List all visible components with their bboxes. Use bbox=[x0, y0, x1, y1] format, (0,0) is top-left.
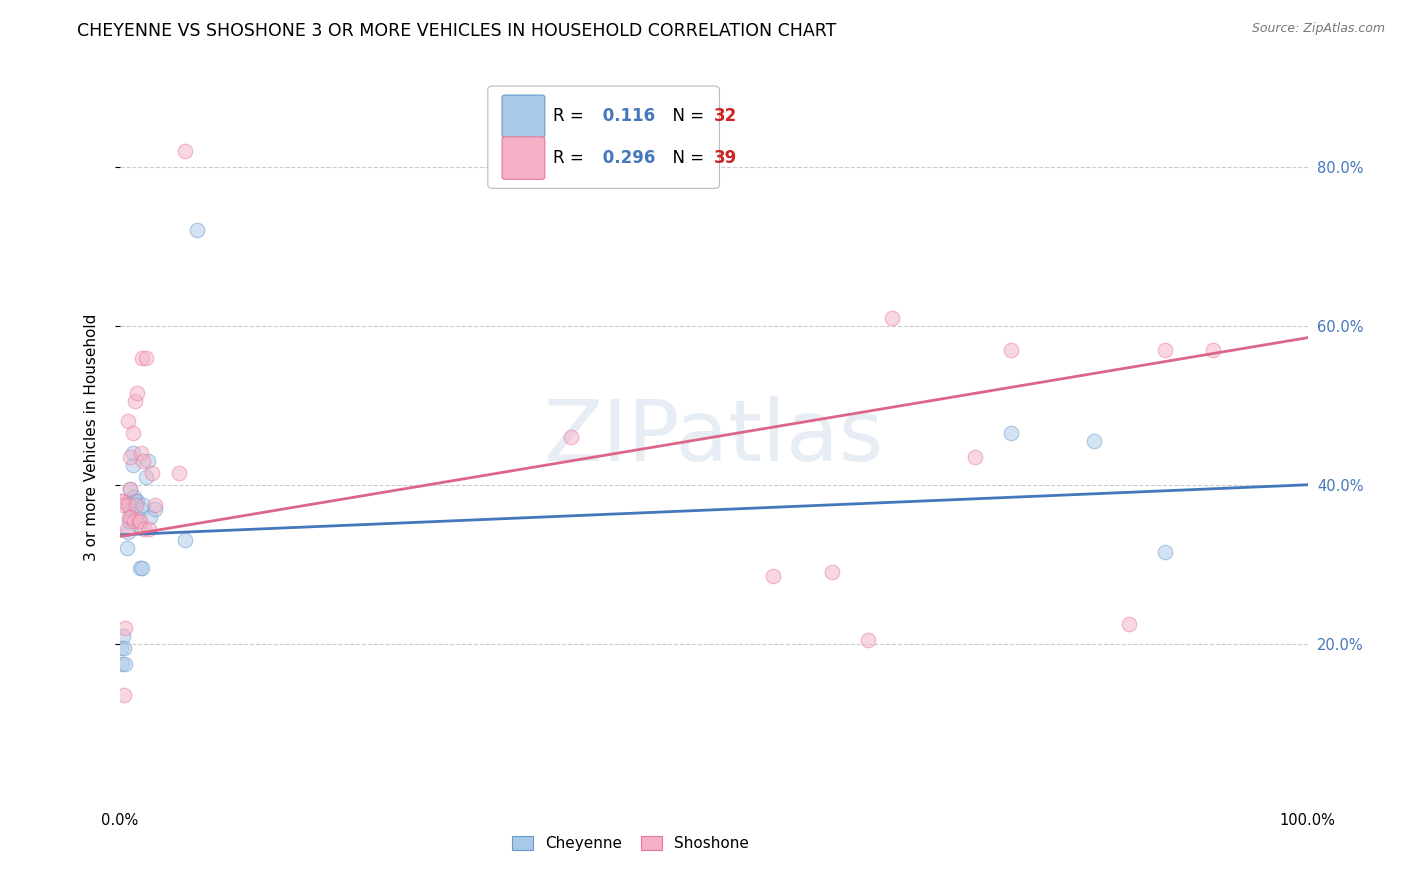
Point bbox=[143, 501, 166, 516]
Point bbox=[127, 493, 149, 508]
Point bbox=[856, 632, 879, 647]
Point bbox=[139, 509, 162, 524]
Point bbox=[111, 493, 134, 508]
Point bbox=[1154, 545, 1177, 559]
Point bbox=[131, 351, 153, 365]
Point bbox=[762, 569, 785, 583]
Point bbox=[173, 533, 195, 548]
Point bbox=[138, 521, 160, 535]
Point bbox=[186, 223, 208, 237]
Point bbox=[127, 386, 149, 401]
Point bbox=[128, 517, 150, 532]
Point bbox=[120, 482, 142, 496]
Point bbox=[110, 640, 132, 655]
Point bbox=[115, 521, 138, 535]
Text: R =: R = bbox=[553, 149, 589, 167]
Point bbox=[120, 501, 142, 516]
Text: CHEYENNE VS SHOSHONE 3 OR MORE VEHICLES IN HOUSEHOLD CORRELATION CHART: CHEYENNE VS SHOSHONE 3 OR MORE VEHICLES … bbox=[77, 22, 837, 40]
Point bbox=[1000, 426, 1022, 441]
Point bbox=[143, 498, 166, 512]
Point bbox=[129, 446, 152, 460]
Point bbox=[118, 514, 141, 528]
Point bbox=[121, 458, 143, 472]
Point bbox=[124, 394, 146, 409]
Text: Source: ZipAtlas.com: Source: ZipAtlas.com bbox=[1251, 22, 1385, 36]
Point bbox=[117, 414, 139, 428]
Point bbox=[1118, 616, 1140, 631]
Point bbox=[120, 498, 142, 512]
Text: 0.116: 0.116 bbox=[598, 107, 655, 125]
Text: 39: 39 bbox=[714, 149, 737, 167]
Point bbox=[141, 466, 163, 480]
Point bbox=[120, 450, 142, 464]
Point bbox=[131, 561, 153, 575]
Text: ZIPatlas: ZIPatlas bbox=[543, 395, 884, 479]
Point bbox=[112, 689, 135, 703]
Point bbox=[117, 525, 139, 540]
Point bbox=[115, 541, 138, 556]
Point bbox=[167, 466, 190, 480]
Point bbox=[963, 450, 986, 464]
Point bbox=[125, 498, 148, 512]
FancyBboxPatch shape bbox=[502, 136, 546, 179]
Point bbox=[114, 621, 136, 635]
FancyBboxPatch shape bbox=[488, 86, 720, 188]
Point bbox=[128, 514, 150, 528]
Point bbox=[128, 514, 150, 528]
Point bbox=[112, 629, 135, 643]
Y-axis label: 3 or more Vehicles in Household: 3 or more Vehicles in Household bbox=[84, 313, 98, 561]
Text: N =: N = bbox=[662, 149, 710, 167]
Point bbox=[118, 509, 141, 524]
Point bbox=[135, 351, 157, 365]
Point bbox=[122, 514, 145, 528]
Point bbox=[111, 657, 134, 671]
Text: N =: N = bbox=[662, 107, 710, 125]
Point bbox=[129, 501, 152, 516]
Point bbox=[880, 310, 903, 325]
Point bbox=[112, 640, 135, 655]
Point bbox=[1083, 434, 1105, 448]
Point bbox=[560, 430, 582, 444]
Point bbox=[124, 493, 146, 508]
Point bbox=[134, 521, 156, 535]
Text: 0.296: 0.296 bbox=[598, 149, 655, 167]
Text: R =: R = bbox=[553, 107, 589, 125]
Point bbox=[125, 509, 148, 524]
Point bbox=[136, 454, 159, 468]
Point bbox=[173, 144, 195, 158]
Legend: Cheyenne, Shoshone: Cheyenne, Shoshone bbox=[506, 830, 755, 857]
Point bbox=[114, 657, 136, 671]
Point bbox=[1000, 343, 1022, 357]
Point bbox=[117, 493, 139, 508]
Point bbox=[1154, 343, 1177, 357]
Point bbox=[821, 566, 844, 580]
Point bbox=[121, 446, 143, 460]
Point bbox=[135, 470, 157, 484]
Text: 32: 32 bbox=[714, 107, 737, 125]
Point bbox=[132, 454, 155, 468]
Point bbox=[1201, 343, 1223, 357]
FancyBboxPatch shape bbox=[502, 95, 546, 137]
Point bbox=[122, 490, 145, 504]
Point bbox=[120, 482, 142, 496]
Point bbox=[117, 498, 139, 512]
Point bbox=[112, 498, 135, 512]
Point bbox=[132, 498, 155, 512]
Point bbox=[121, 426, 143, 441]
Point bbox=[128, 561, 150, 575]
Point bbox=[110, 493, 132, 508]
Point bbox=[120, 509, 142, 524]
